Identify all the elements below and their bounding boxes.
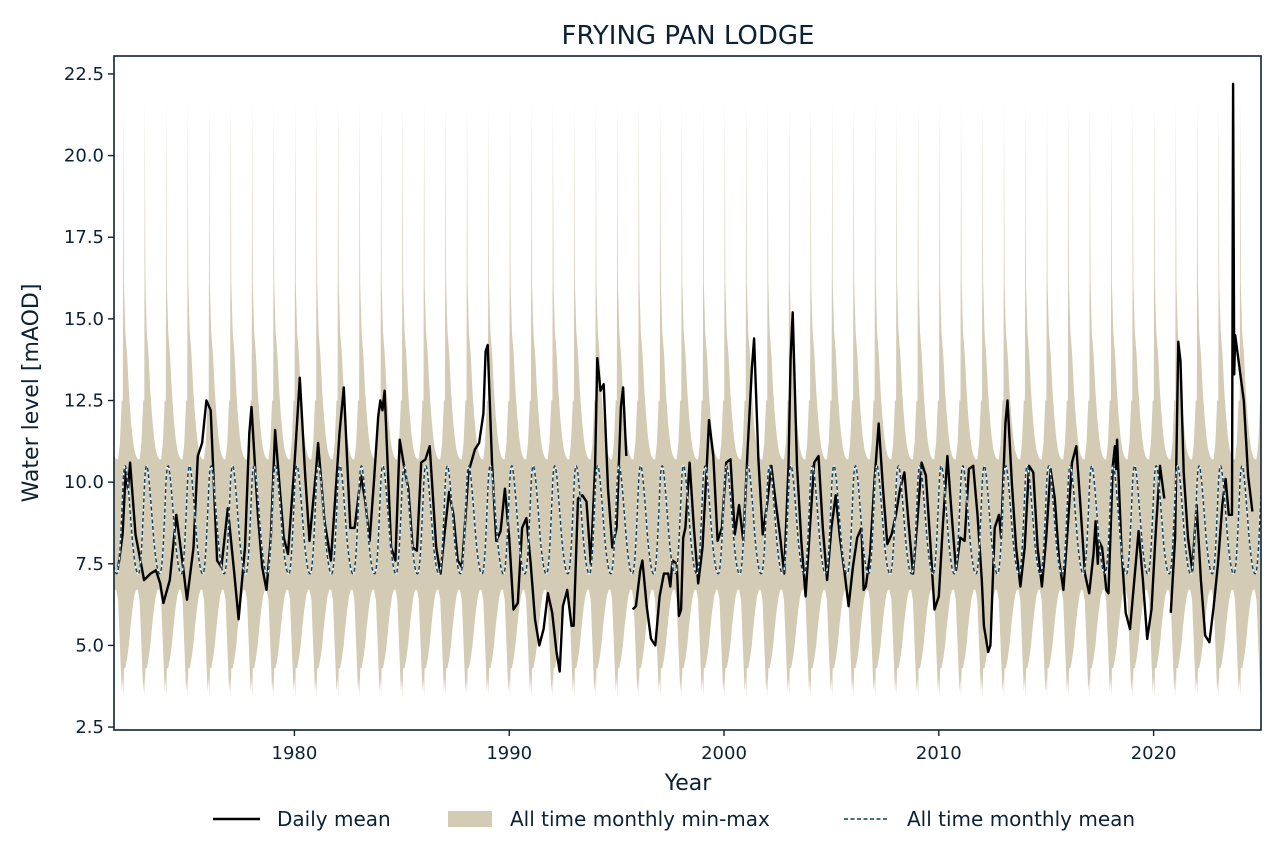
y-tick-label: 7.5	[75, 554, 104, 575]
legend-monthly-mean-label: All time monthly mean	[907, 807, 1135, 831]
y-tick-label: 22.5	[64, 64, 104, 85]
x-tick-label: 2000	[701, 743, 747, 764]
y-tick-label: 10.0	[64, 472, 104, 493]
monthly-mean-line	[114, 465, 1261, 575]
x-axis-label: Year	[664, 771, 713, 796]
y-tick-label: 12.5	[64, 391, 104, 412]
chart-title: FRYING PAN LODGE	[562, 21, 815, 51]
y-tick-label: 20.0	[64, 146, 104, 167]
x-tick-label: 1990	[486, 743, 532, 764]
x-tick-label: 2010	[916, 743, 962, 764]
plot-frame	[113, 55, 1262, 731]
y-tick-label: 5.0	[75, 635, 104, 656]
y-tick-label: 15.0	[64, 309, 104, 330]
legend: Daily mean All time monthly min-max All …	[213, 807, 1135, 831]
x-tick-label: 1980	[272, 743, 318, 764]
x-axis: 1980 1990 2000 2010 2020	[272, 730, 1177, 764]
y-tick-label: 2.5	[75, 717, 104, 738]
legend-daily-mean-label: Daily mean	[277, 807, 391, 831]
x-tick-label: 2020	[1131, 743, 1177, 764]
y-axis: 2.5 5.0 7.5 10.0 12.5 15.0 17.5 20.0 22.5	[64, 64, 114, 738]
monthly-min-max-band	[114, 96, 1261, 698]
legend-min-max-label: All time monthly min-max	[510, 807, 770, 831]
legend-min-max-swatch	[448, 811, 492, 827]
y-axis-label: Water level [mAOD]	[19, 284, 44, 503]
y-tick-label: 17.5	[64, 227, 104, 248]
